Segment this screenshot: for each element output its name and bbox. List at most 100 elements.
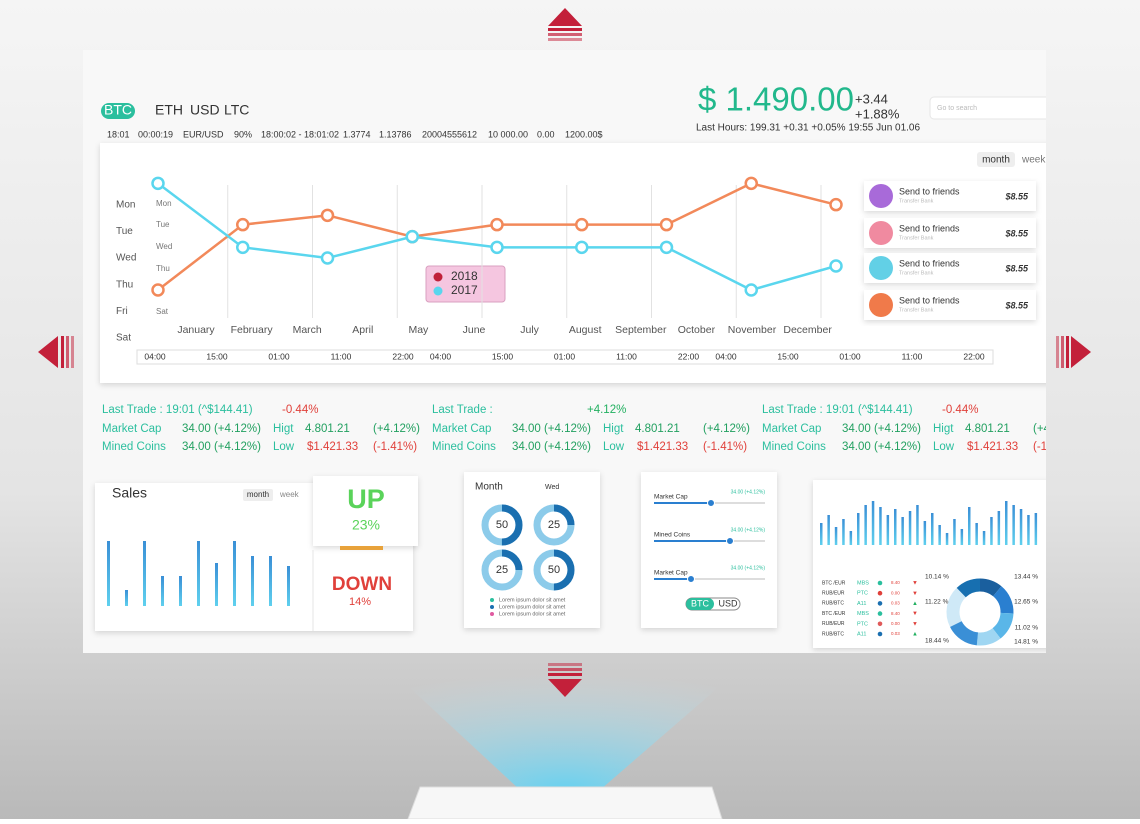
currency-tab[interactable]: BTC <box>104 102 132 118</box>
pair: BTC /EUR <box>822 580 846 586</box>
time-axis-bar <box>136 349 994 365</box>
donut-label: 18.44 % <box>925 638 949 645</box>
bar <box>886 515 890 545</box>
toggle[interactable]: week <box>279 490 300 499</box>
tab[interactable]: USD <box>718 598 738 608</box>
currency-tab[interactable]: ETH <box>155 102 183 118</box>
bar <box>945 533 949 545</box>
tab-active[interactable] <box>686 598 714 610</box>
legend-dot <box>490 598 494 602</box>
data-point <box>829 259 843 273</box>
x-tick-label: September <box>615 324 667 336</box>
inner-y-label: Wed <box>156 242 172 251</box>
search-placeholder[interactable]: Go to search <box>937 105 977 112</box>
ticker-item: 90% <box>234 129 252 139</box>
stat-value: $1.421.33 <box>637 441 688 453</box>
bar <box>834 527 838 545</box>
stat-label: Low <box>933 441 955 453</box>
time-label: 04:00 <box>715 351 737 361</box>
pair: RUB/EUR <box>822 591 845 597</box>
bar <box>923 521 927 545</box>
tab-active[interactable] <box>101 103 135 119</box>
bar <box>990 517 993 545</box>
ticker-item: 1200.00$ <box>565 129 603 139</box>
donut-segment <box>992 586 1014 614</box>
bar <box>107 541 110 606</box>
pair: RUB/BTC <box>822 601 844 607</box>
x-tick-label: August <box>569 324 602 336</box>
up-strip <box>340 546 383 550</box>
toggle[interactable]: month <box>247 490 269 499</box>
tab[interactable]: BTC <box>691 598 710 608</box>
x-tick-label: June <box>463 324 486 336</box>
pair: BTC /EUR <box>822 611 846 617</box>
search-box[interactable] <box>929 96 1060 120</box>
x-tick-label: October <box>678 324 716 336</box>
bar <box>1012 505 1015 545</box>
time-label: 22:00 <box>963 351 985 361</box>
toggle[interactable]: month <box>982 155 1010 166</box>
data-point <box>320 251 335 265</box>
stat-label: Mined Coins <box>762 441 826 453</box>
status-dot <box>877 631 883 637</box>
currency-tab[interactable]: USD <box>190 102 220 118</box>
donut-segment <box>976 627 1001 646</box>
stat-label: Higt <box>273 423 294 435</box>
code: MBS <box>857 580 869 586</box>
status-dot <box>877 601 883 606</box>
trend: ▲ <box>912 632 918 638</box>
bar <box>1027 515 1030 545</box>
donut-label: 12.65 % <box>1014 599 1038 606</box>
rate: 0.03 <box>891 631 900 636</box>
data-point <box>659 217 674 232</box>
ring-arc <box>481 504 523 546</box>
data-point <box>575 240 589 255</box>
last-trade: Last Trade : <box>432 404 493 416</box>
transfer-subtitle: Transfer Bank <box>899 307 934 313</box>
rings-card <box>464 472 600 628</box>
ticker-item: 10 000.00 <box>488 129 528 139</box>
pair: RUB/EUR <box>822 621 845 627</box>
data-point <box>744 283 758 297</box>
slider-knob[interactable] <box>707 499 715 507</box>
sales-title: Sales <box>112 485 147 501</box>
donut-segment <box>956 578 981 598</box>
trend: ▲ <box>912 601 918 607</box>
up-card <box>313 476 418 546</box>
toggle[interactable]: week <box>1021 155 1046 166</box>
currency-tab[interactable]: LTC <box>224 102 249 118</box>
bar <box>125 590 128 606</box>
status-dot <box>877 611 883 616</box>
bar <box>179 576 182 606</box>
transfer-title: Send to friends <box>899 223 960 233</box>
stat-label: Market Cap <box>102 423 161 435</box>
ring-value: 50 <box>548 564 560 576</box>
transfer-icon <box>869 256 893 280</box>
market-card <box>813 480 1046 648</box>
rate: 0.00 <box>891 590 900 595</box>
up-label: UP <box>347 484 385 514</box>
ring-value: 50 <box>496 519 508 531</box>
toggle-active[interactable] <box>977 152 1015 167</box>
slider-knob[interactable] <box>726 537 734 545</box>
ring-value: 25 <box>496 564 508 576</box>
legend-dot <box>490 605 494 609</box>
time-label: 04:00 <box>430 351 452 361</box>
transfer-amount: $8.55 <box>1004 228 1029 238</box>
stat-label: Market Cap <box>762 423 821 435</box>
last-trade: Last Trade : 19:01 (^$144.41) <box>762 404 913 416</box>
donut-segment <box>979 578 1002 597</box>
toggle-active[interactable] <box>243 489 273 501</box>
projector <box>407 786 723 820</box>
bar <box>1034 513 1038 545</box>
code: A11 <box>857 631 866 637</box>
stat-label: Market Cap <box>432 423 491 435</box>
bar <box>975 523 978 545</box>
data-point <box>236 217 250 232</box>
data-point <box>236 240 250 255</box>
slider-knob[interactable] <box>687 575 695 583</box>
ticker-item: 00:00:19 <box>138 129 173 139</box>
x-tick-label: March <box>293 324 322 336</box>
data-point <box>151 176 165 191</box>
bar <box>1019 509 1023 545</box>
